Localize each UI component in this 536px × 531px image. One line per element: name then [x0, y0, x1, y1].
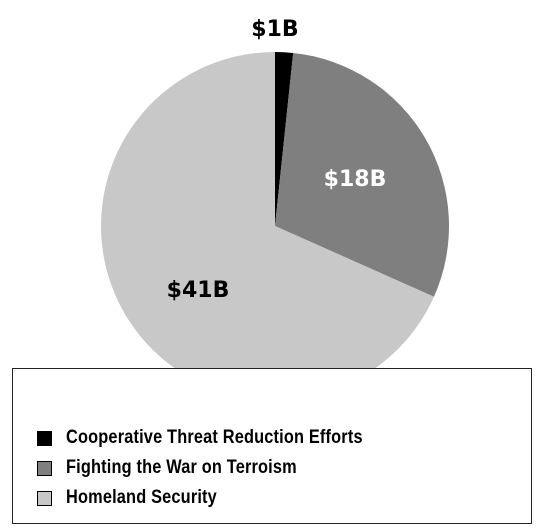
legend-swatch-black [37, 430, 52, 446]
legend-item-cooperative-threat-reduction: Cooperative Threat Reduction Efforts [37, 423, 411, 453]
legend-label: Fighting the War on Terroism [66, 457, 297, 478]
legend-label: Homeland Security [66, 487, 217, 508]
legend-swatch-dark-gray [37, 460, 52, 476]
legend: Cooperative Threat Reduction Efforts Fig… [12, 368, 532, 524]
data-label-cooperative-threat-reduction: $1B [251, 17, 298, 42]
pie-data-labels: $1B $18B $41B [167, 17, 387, 303]
legend-item-homeland-security: Homeland Security [37, 483, 411, 513]
legend-label: Cooperative Threat Reduction Efforts [66, 427, 363, 448]
pie-slice-cooperative-threat-reduction [275, 52, 294, 226]
legend-list: Cooperative Threat Reduction Efforts Fig… [37, 423, 411, 513]
pie-slice-war-on-terroism [275, 52, 449, 297]
pie-slice-homeland-security [100, 52, 434, 400]
legend-swatch-light-gray [37, 490, 52, 506]
legend-item-war-on-terroism: Fighting the War on Terroism [37, 453, 411, 483]
data-label-homeland-security: $41B [167, 278, 230, 303]
pie-slices [100, 52, 449, 400]
data-label-war-on-terroism: $18B [324, 167, 387, 192]
